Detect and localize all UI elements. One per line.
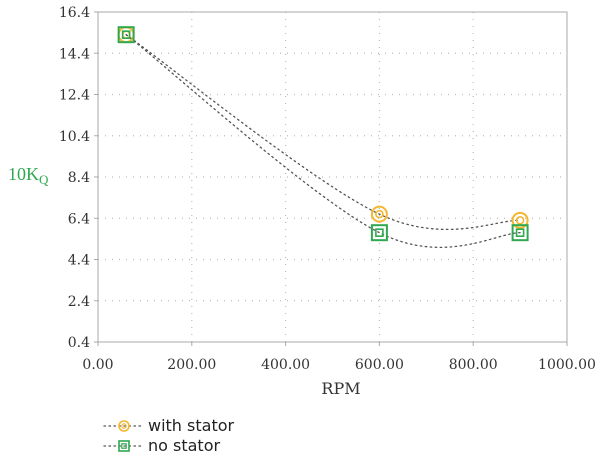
legend-square-icon-inner	[121, 443, 127, 449]
y-tick-label: 8.4	[68, 170, 90, 186]
legend-label: with stator	[148, 416, 235, 435]
legend-circle-icon	[118, 420, 130, 432]
legend-square-icon	[118, 440, 130, 452]
y-tick-label: 6.4	[68, 211, 90, 227]
legend-marker	[118, 440, 130, 452]
y-axis-label-main: 10K	[8, 164, 39, 184]
grid	[98, 12, 567, 342]
data-markers	[117, 26, 529, 242]
x-tick-label: 800.00	[449, 357, 498, 373]
x-tick-label: 1000.00	[538, 357, 596, 373]
series-curves	[125, 34, 521, 248]
y-axis-label: 10KQ	[8, 164, 49, 187]
legend-marker	[118, 420, 130, 432]
no-stator-marker	[117, 26, 135, 44]
x-tick-label: 0.00	[82, 357, 113, 373]
x-tick-label: 400.00	[261, 357, 310, 373]
no-stator-marker-inner	[375, 228, 384, 237]
with-stator-marker	[511, 211, 529, 229]
with-stator-marker	[370, 205, 388, 223]
x-axis-label: RPM	[321, 379, 360, 398]
with-stator-marker-inner	[375, 209, 384, 219]
x-tick-label: 200.00	[167, 357, 216, 373]
y-tick-label: 10.4	[59, 129, 90, 145]
x-tick-label: 600.00	[355, 357, 404, 373]
no-stator-marker	[370, 224, 388, 242]
y-axis-label-subscript: Q	[39, 172, 49, 187]
y-tick-label: 12.4	[59, 88, 90, 104]
x-axis-tick-labels: 0.00 200.00 400.00 600.00 800.00 1000.00	[82, 342, 596, 373]
legend-label: no stator	[148, 436, 220, 455]
y-tick-label: 0.4	[68, 335, 90, 351]
legend-circle-icon-inner	[121, 423, 127, 429]
series-curve	[125, 34, 521, 231]
no-stator-marker	[511, 224, 529, 242]
y-tick-label: 2.4	[68, 294, 90, 310]
series-curve	[125, 34, 521, 248]
y-tick-label: 4.4	[68, 253, 90, 269]
y-axis-tick-labels: 0.4 2.4 4.4 6.4 8.4 10.4 12.4 14.4 16.4	[59, 5, 98, 351]
with-stator-marker-inner	[515, 216, 525, 225]
no-stator-marker-inner	[515, 228, 525, 237]
y-tick-label: 14.4	[59, 46, 90, 62]
y-tick-label: 16.4	[59, 5, 90, 21]
no-stator-marker-inner	[121, 30, 131, 39]
